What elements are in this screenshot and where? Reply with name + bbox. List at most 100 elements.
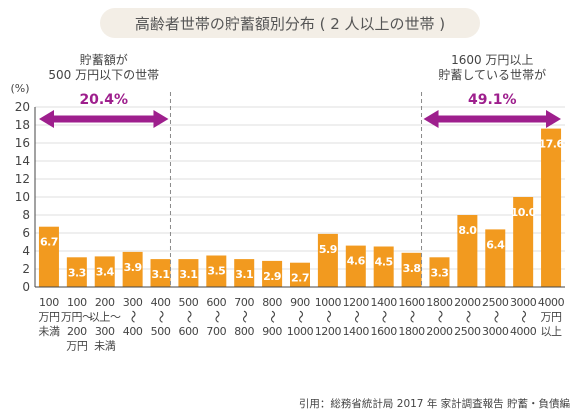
source-note: 引用：総務省統計局 2017 年 家計調査報告 貯蓄・負債編 <box>299 397 570 410</box>
bar <box>373 246 394 287</box>
x-tick-label: 900 <box>262 325 282 338</box>
x-tick-label: 〜 <box>153 310 168 323</box>
x-tick-label: 万円 <box>38 311 60 324</box>
arrow-head <box>546 110 561 128</box>
x-tick-label: 1000 <box>287 325 314 338</box>
bar-value-label: 3.8 <box>403 262 421 275</box>
y-tick-label: 4 <box>22 244 30 258</box>
x-tick-label: 〜 <box>515 310 530 323</box>
y-tick-label: 16 <box>15 136 30 150</box>
x-tick-label: 300 <box>95 325 115 338</box>
x-tick-label: 未満 <box>38 325 60 338</box>
bar <box>206 255 227 287</box>
x-tick-label: 万円 <box>66 340 88 353</box>
x-tick-label: 600 <box>179 325 199 338</box>
x-tick-label: 〜 <box>292 310 307 323</box>
bar <box>178 259 199 287</box>
x-tick-label: 200 <box>67 325 87 338</box>
x-tick-label: 万円〜 <box>61 311 93 324</box>
arrow-shaft <box>435 115 549 123</box>
bars <box>38 128 562 287</box>
axes <box>34 107 565 288</box>
bar <box>457 215 478 287</box>
x-tick-label: 未満 <box>94 340 116 353</box>
x-tick-label: 〜 <box>320 310 335 323</box>
x-tick-label: 以上 <box>540 325 562 338</box>
bar <box>429 257 450 287</box>
bar-value-label: 3.1 <box>235 268 253 281</box>
y-axis-ticks: 0 2 4 6 8 10 12 14 16 18 20 <box>15 100 30 294</box>
x-tick-label: 100 <box>67 296 87 309</box>
x-tick-label: 1600 <box>398 296 425 309</box>
y-tick-label: 10 <box>15 190 30 204</box>
bar <box>262 260 283 287</box>
arrow-head <box>153 110 169 128</box>
bar <box>401 252 422 287</box>
x-tick-label: 200 <box>95 296 115 309</box>
y-tick-label: 18 <box>15 118 30 132</box>
x-tick-label: 〜 <box>236 310 251 323</box>
y-tick-label: 6 <box>22 226 30 240</box>
x-tick-label: 1600 <box>370 325 397 338</box>
x-tick-label: 1800 <box>426 296 453 309</box>
x-tick-label: 〜 <box>487 310 502 323</box>
bar <box>485 229 506 287</box>
x-tick-label: 1800 <box>398 325 425 338</box>
x-tick-label: 〜 <box>431 310 446 323</box>
y-axis-unit: (%) <box>10 82 29 95</box>
bar-value-label: 4.6 <box>347 255 366 268</box>
x-tick-label: 〜 <box>208 310 223 323</box>
bar-value-label: 8.0 <box>458 224 477 237</box>
bar <box>290 262 310 287</box>
bar-value-label: 3.9 <box>124 261 142 274</box>
x-tick-label: 3000 <box>482 325 509 338</box>
y-tick-label: 2 <box>22 262 30 276</box>
x-tick-label: 500 <box>179 296 199 309</box>
x-tick-label: 700 <box>206 325 226 338</box>
title-background <box>100 8 480 38</box>
annotation-text: 1600 万円以上 <box>451 53 533 67</box>
bar-value-label: 6.4 <box>486 238 505 251</box>
bar <box>513 197 534 287</box>
x-tick-label: 400 <box>151 296 171 309</box>
bar-value-label: 3.1 <box>152 268 170 281</box>
x-tick-label: 800 <box>262 296 282 309</box>
bar-value-label: 17.6 <box>538 138 564 151</box>
x-tick-label: 4000 <box>538 296 565 309</box>
x-tick-label: 〜 <box>404 310 419 323</box>
bar-value-label: 10.0 <box>511 206 537 219</box>
x-tick-label: 1400 <box>343 325 370 338</box>
x-tick-label: 600 <box>206 296 226 309</box>
x-tick-label: 800 <box>234 325 254 338</box>
x-tick-label: 900 <box>290 296 310 309</box>
bar-value-label: 3.4 <box>96 265 115 278</box>
x-tick-label: 700 <box>234 296 254 309</box>
chart-title: 高齢者世帯の貯蓄額別分布 ( 2 人以上の世帯 ) <box>135 15 445 33</box>
annotation-text: 500 万円以下の世帯 <box>48 68 159 82</box>
x-tick-label: 500 <box>151 325 171 338</box>
x-tick-label: 1000 <box>315 296 342 309</box>
bar-value-label: 6.7 <box>40 236 58 249</box>
y-tick-label: 14 <box>15 154 30 168</box>
bar <box>94 256 115 287</box>
x-tick-label: 2500 <box>482 296 509 309</box>
x-tick-label: 3000 <box>510 296 537 309</box>
arrow-head <box>39 110 54 128</box>
x-tick-label: 300 <box>123 296 143 309</box>
bar-value-label: 5.9 <box>319 243 337 256</box>
bar-value-label: 2.9 <box>263 270 281 283</box>
bar-value-label: 3.1 <box>179 268 197 281</box>
x-tick-label: 100 <box>39 296 59 309</box>
bar <box>150 259 171 287</box>
x-tick-label: 2000 <box>426 325 453 338</box>
y-tick-label: 8 <box>22 208 30 222</box>
arrow-head <box>423 110 439 128</box>
bar <box>66 257 87 287</box>
annotation-value: 49.1% <box>468 92 517 108</box>
x-tick-label: 〜 <box>459 310 474 323</box>
y-tick-label: 20 <box>15 100 30 114</box>
x-tick-label: 〜 <box>180 310 195 323</box>
x-tick-label: 2000 <box>454 296 481 309</box>
